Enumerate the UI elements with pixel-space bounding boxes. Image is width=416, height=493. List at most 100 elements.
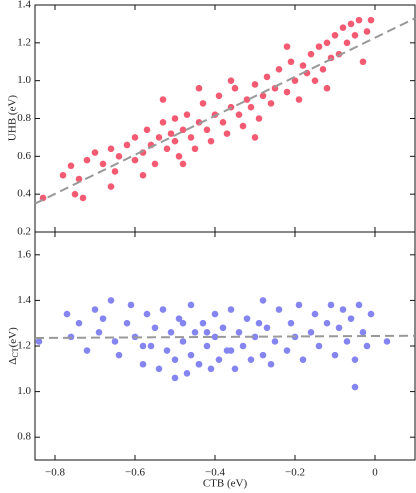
point [195,84,203,92]
point [71,190,79,198]
point [343,39,351,47]
point [267,360,275,368]
point [163,347,171,354]
point [291,77,299,84]
point [259,92,267,100]
point [219,118,227,126]
x-tick-label: 0 [372,467,378,479]
point [207,137,215,145]
y-tick-label: 0.2 [17,226,31,238]
top-frame [34,4,416,233]
point [199,100,207,107]
y-tick-label: 1.2 [17,340,31,352]
point [115,351,123,359]
point [171,115,179,122]
point [211,310,219,318]
point [159,96,167,103]
point [347,20,355,28]
point [35,338,43,345]
point [91,306,99,313]
point [367,310,375,318]
point [171,137,179,145]
point [319,66,327,73]
point [131,156,139,164]
y-tick-label: 1.0 [17,385,31,397]
point [327,301,335,309]
point [247,103,255,111]
point [75,319,83,327]
point [283,347,291,354]
bottom-frame [34,231,416,461]
point [207,365,215,373]
point [151,324,159,332]
point [227,347,235,354]
point [259,297,267,304]
point [155,134,163,141]
y-label-base: Δ [7,358,19,365]
point [263,324,271,332]
point [183,111,191,119]
point [127,301,135,309]
point [83,156,91,164]
point [143,126,151,134]
point [203,329,211,336]
point [251,333,259,341]
x-tick-label: −0.4 [205,467,225,479]
point [219,324,227,332]
point [351,31,359,39]
x-tick-label: −0.6 [125,467,145,479]
point [359,58,367,66]
point [311,310,319,318]
point [223,130,231,137]
x-tick-label: −0.2 [285,467,305,479]
point [311,77,319,84]
point [111,168,119,175]
point [155,365,163,373]
point [75,175,83,183]
point [335,324,343,332]
point [347,315,355,322]
point [179,160,187,168]
point [363,342,371,350]
point [343,338,351,345]
point [355,301,363,309]
point [315,342,323,350]
point [235,329,243,336]
point [107,297,115,304]
point [243,96,251,103]
point [255,115,263,122]
point [183,370,191,377]
point [179,126,187,134]
point [367,16,375,24]
point [91,149,99,156]
y-tick-label: 1.4 [17,294,31,306]
point [211,333,219,341]
point [339,24,347,32]
x-axis-label: CTB (eV) [203,478,248,490]
y-tick-label: 0.4 [17,188,31,200]
point [299,62,307,69]
point [307,50,315,58]
y-tick-label: 0.6 [17,150,31,162]
x-tick-label: −0.8 [45,467,65,479]
point [331,351,339,359]
point [239,342,247,350]
point [235,111,243,119]
point [99,160,107,168]
point [199,319,207,327]
point [107,145,115,153]
point [255,319,263,327]
point [123,141,131,149]
point [171,356,179,363]
point [179,319,187,327]
point [147,342,155,350]
point [227,306,235,313]
y-axis-label: ΔCT(eV) [7,327,20,365]
point [363,28,371,35]
point [139,360,147,368]
point [107,183,115,190]
point [239,122,247,130]
y-tick-label: 1.0 [17,74,31,86]
y-tick-label: 1.2 [17,36,31,48]
point [271,338,279,345]
